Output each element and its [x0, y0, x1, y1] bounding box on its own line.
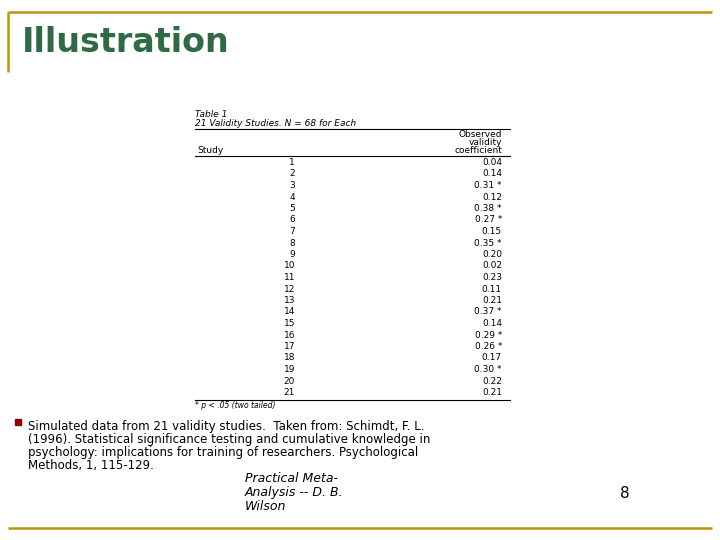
Text: 9: 9	[289, 250, 295, 259]
Text: 0.15: 0.15	[482, 227, 502, 236]
Text: 14: 14	[284, 307, 295, 316]
Text: 13: 13	[284, 296, 295, 305]
Text: 0.35 *: 0.35 *	[474, 239, 502, 247]
Text: 10: 10	[284, 261, 295, 271]
Text: 0.21: 0.21	[482, 388, 502, 397]
Text: 18: 18	[284, 354, 295, 362]
Text: 8: 8	[289, 239, 295, 247]
Text: 4: 4	[289, 192, 295, 201]
Text: Methods, 1, 115-129.: Methods, 1, 115-129.	[28, 459, 154, 472]
Text: 12: 12	[284, 285, 295, 294]
Text: Study: Study	[197, 146, 223, 155]
Text: 0.22: 0.22	[482, 376, 502, 386]
Text: 17: 17	[284, 342, 295, 351]
Text: 0.26 *: 0.26 *	[474, 342, 502, 351]
Text: coefficient: coefficient	[454, 146, 502, 155]
Text: 3: 3	[289, 181, 295, 190]
Text: 20: 20	[284, 376, 295, 386]
Text: 1: 1	[289, 158, 295, 167]
Text: 0.37 *: 0.37 *	[474, 307, 502, 316]
Text: 21 Validity Studies. N = 68 for Each: 21 Validity Studies. N = 68 for Each	[195, 119, 356, 128]
Text: 0.02: 0.02	[482, 261, 502, 271]
Text: 0.29 *: 0.29 *	[474, 330, 502, 340]
Text: 2: 2	[289, 170, 295, 179]
Text: 0.12: 0.12	[482, 192, 502, 201]
Text: Illustration: Illustration	[22, 25, 230, 58]
Text: 0.23: 0.23	[482, 273, 502, 282]
Text: 0.21: 0.21	[482, 296, 502, 305]
Text: psychology: implications for training of researchers. Psychological: psychology: implications for training of…	[28, 446, 418, 459]
Text: Table 1: Table 1	[195, 110, 228, 119]
Text: 0.31 *: 0.31 *	[474, 181, 502, 190]
Text: 0.14: 0.14	[482, 170, 502, 179]
Text: 0.20: 0.20	[482, 250, 502, 259]
Text: 21: 21	[284, 388, 295, 397]
Text: * p < .05 (two tailed): * p < .05 (two tailed)	[195, 402, 276, 410]
Text: Analysis -- D. B.: Analysis -- D. B.	[245, 486, 343, 499]
Text: validity: validity	[469, 138, 502, 147]
Text: 0.17: 0.17	[482, 354, 502, 362]
Text: Practical Meta-: Practical Meta-	[245, 472, 338, 485]
Text: 11: 11	[284, 273, 295, 282]
Text: Wilson: Wilson	[245, 500, 287, 513]
Text: 0.38 *: 0.38 *	[474, 204, 502, 213]
Text: 16: 16	[284, 330, 295, 340]
Text: 8: 8	[620, 486, 629, 501]
Text: 15: 15	[284, 319, 295, 328]
Text: 19: 19	[284, 365, 295, 374]
Text: 0.04: 0.04	[482, 158, 502, 167]
Text: 5: 5	[289, 204, 295, 213]
Text: 0.14: 0.14	[482, 319, 502, 328]
Text: 6: 6	[289, 215, 295, 225]
Text: 0.27 *: 0.27 *	[474, 215, 502, 225]
Text: 7: 7	[289, 227, 295, 236]
Text: Observed: Observed	[459, 130, 502, 139]
Text: (1996). Statistical significance testing and cumulative knowledge in: (1996). Statistical significance testing…	[28, 433, 431, 446]
Text: Simulated data from 21 validity studies.  Taken from: Schimdt, F. L.: Simulated data from 21 validity studies.…	[28, 420, 425, 433]
Text: 0.30 *: 0.30 *	[474, 365, 502, 374]
Text: 0.11: 0.11	[482, 285, 502, 294]
